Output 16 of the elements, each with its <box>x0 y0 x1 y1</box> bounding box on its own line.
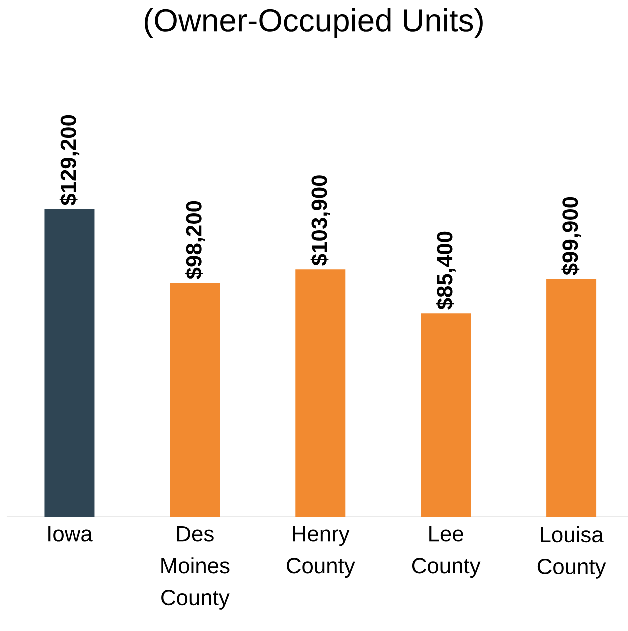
bar <box>296 270 346 517</box>
x-tick-label: Des Moines County <box>162 526 230 610</box>
data-label: $99,900 <box>562 197 582 276</box>
bar <box>546 279 597 517</box>
data-label: $85,400 <box>436 232 456 310</box>
x-tick-label: Iowa <box>48 526 93 542</box>
x-tick-label: Henry County <box>287 526 356 578</box>
data-label: $129,200 <box>60 115 80 206</box>
x-tick-label: Lee County <box>412 526 481 578</box>
chart-title: (Owner-Occupied Units) <box>145 8 483 38</box>
bar <box>170 283 220 517</box>
bar <box>44 209 95 517</box>
bar <box>421 314 472 517</box>
data-label: $98,200 <box>185 201 206 280</box>
data-label: $103,900 <box>310 176 330 266</box>
x-tick-label: Louisa County <box>538 526 606 579</box>
